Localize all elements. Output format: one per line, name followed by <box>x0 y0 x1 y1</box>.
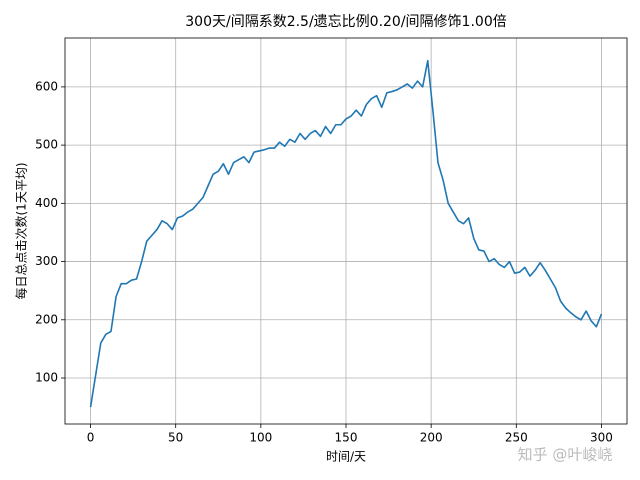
x-tick-label: 0 <box>87 431 95 445</box>
x-tick-label: 200 <box>420 431 443 445</box>
x-axis-label: 时间/天 <box>326 450 366 464</box>
watermark: 知乎 @叶峻峣 <box>518 446 613 464</box>
x-tick-label: 250 <box>505 431 528 445</box>
x-tick-label: 300 <box>590 431 613 445</box>
y-tick-label: 300 <box>35 254 58 268</box>
x-tick-label: 150 <box>335 431 358 445</box>
y-axis-label: 每日总点击次数(1天平均) <box>14 163 29 300</box>
data-line <box>89 59 603 408</box>
y-tick-label: 600 <box>35 79 58 93</box>
y-tick-label: 200 <box>35 312 58 326</box>
x-tick-label: 100 <box>249 431 272 445</box>
chart-title: 300天/间隔系数2.5/遗忘比例0.20/间隔修饰1.00倍 <box>185 14 506 30</box>
x-tick-label: 50 <box>168 431 183 445</box>
y-tick-label: 100 <box>35 371 58 385</box>
y-tick-label: 500 <box>35 138 58 152</box>
y-tick-label: 400 <box>35 196 58 210</box>
plot-frame <box>64 37 628 425</box>
